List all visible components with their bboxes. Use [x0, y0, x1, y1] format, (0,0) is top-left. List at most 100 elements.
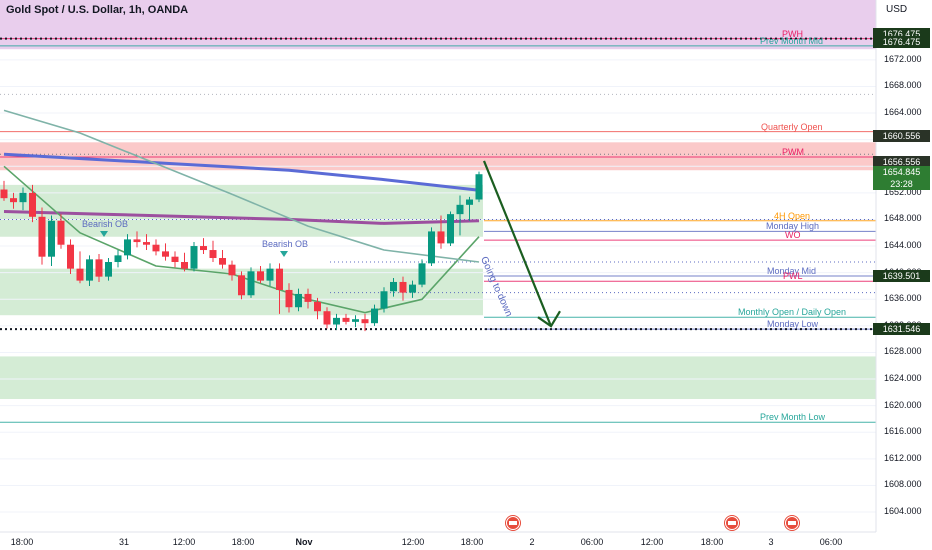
us-flag-icon[interactable] [785, 516, 799, 530]
time-tick-label: 06:00 [819, 537, 843, 547]
candle-body[interactable] [76, 268, 84, 281]
candle-body[interactable] [171, 256, 179, 263]
candle-body[interactable] [447, 214, 454, 244]
moving-average-line [3, 210, 480, 225]
candle-body[interactable] [200, 246, 207, 251]
level-label: Monthly Open / Daily Open [738, 307, 847, 318]
candle-body[interactable] [276, 268, 283, 290]
candle-body[interactable] [57, 220, 65, 245]
price-tick-label: 1672.000 [884, 53, 922, 64]
price-tick-label: 1612.000 [884, 452, 922, 463]
grid-layer [0, 59, 876, 513]
candle-body[interactable] [257, 271, 264, 281]
candle-body[interactable] [247, 271, 255, 296]
price-tick-label: 1604.000 [884, 506, 922, 517]
time-tick-label: 18:00 [700, 537, 724, 547]
price-tag: 1654.845 [873, 166, 930, 179]
time-tick-label: 18:00 [231, 537, 255, 547]
time-tick-label: 31 [118, 537, 130, 547]
price-tick-label: 1636.000 [884, 293, 922, 304]
bearish-ob-marker-icon [280, 251, 288, 257]
candle-body[interactable] [114, 255, 122, 263]
candle-body[interactable] [342, 317, 350, 322]
candle-body[interactable] [409, 284, 416, 293]
candle-body[interactable] [390, 281, 397, 292]
level-label: Quarterly Open [761, 121, 823, 132]
candle-body[interactable] [295, 293, 302, 308]
moving-average-line [3, 152, 480, 192]
candle-body[interactable] [133, 239, 141, 243]
time-tick-label: 06:00 [580, 537, 604, 547]
candle-body[interactable] [333, 317, 340, 325]
level-label: 4H Open [774, 210, 811, 221]
candle-body[interactable] [475, 174, 483, 200]
moving-average-line [3, 109, 480, 263]
bearish-ob-label: Bearish OB [262, 239, 309, 249]
level-label: Monday Mid [767, 265, 817, 276]
level-label: PWH [782, 28, 803, 39]
candle-body[interactable] [399, 281, 407, 293]
candle-body[interactable] [428, 231, 435, 264]
arrow-shaft[interactable] [482, 160, 553, 327]
candle-body[interactable] [0, 189, 8, 199]
candle-body[interactable] [228, 264, 236, 276]
price-tick-label: 1616.000 [884, 426, 922, 437]
candle-body[interactable] [361, 319, 369, 324]
candle-body[interactable] [19, 192, 27, 203]
levels-layer [0, 37, 876, 423]
candle-body[interactable] [105, 262, 112, 277]
candle-body[interactable] [285, 289, 293, 308]
level-label: Prev Month Low [760, 412, 826, 423]
candle-body[interactable] [48, 220, 55, 257]
price-axis-bg[interactable] [876, 0, 932, 532]
candle-body[interactable] [418, 263, 426, 285]
candle-body[interactable] [352, 319, 359, 322]
candle-body[interactable] [266, 268, 274, 281]
candle-body[interactable] [380, 291, 388, 309]
time-tick-label: 12:00 [172, 537, 196, 547]
projection-arrow[interactable] [482, 160, 561, 328]
us-flag-icon[interactable] [725, 516, 739, 530]
candle-body[interactable] [124, 239, 131, 256]
price-tick-label: 1668.000 [884, 80, 922, 91]
level-label: Monday High [766, 221, 820, 232]
price-tag: 1660.556 [873, 129, 930, 142]
zone-demand [0, 356, 876, 399]
candle-body[interactable] [38, 216, 46, 257]
candles-layer[interactable] [0, 171, 483, 332]
candle-body[interactable] [10, 198, 17, 203]
price-tick-label: 1664.000 [884, 107, 922, 118]
candle-body[interactable] [143, 242, 150, 245]
candle-body[interactable] [162, 251, 169, 257]
level-label: Prev Month Mid [760, 35, 824, 46]
candle-body[interactable] [181, 262, 188, 269]
level-label: PWL [783, 271, 803, 282]
arrow-head-icon [537, 310, 561, 328]
candle-body[interactable] [238, 275, 245, 296]
time-tick-label: 3 [768, 537, 774, 547]
candle-body[interactable] [190, 246, 198, 269]
candle-body[interactable] [219, 258, 226, 265]
candle-body[interactable] [67, 244, 74, 269]
candle-body[interactable] [437, 231, 445, 244]
candle-body[interactable] [314, 301, 321, 312]
price-tag: 1656.556 [873, 156, 930, 169]
candle-body[interactable] [323, 311, 331, 325]
candle-body[interactable] [456, 204, 464, 215]
us-flag-icon[interactable] [506, 516, 520, 530]
candle-body[interactable] [152, 244, 160, 252]
price-tag: 23:28 [873, 177, 930, 190]
symbol-title: Gold Spot / U.S. Dollar, 1h, OANDA [6, 4, 189, 16]
candle-body[interactable] [86, 259, 93, 281]
candle-body[interactable] [95, 259, 103, 277]
time-tick-label: 18:00 [460, 537, 484, 547]
candle-body[interactable] [371, 308, 378, 324]
candle-body[interactable] [466, 199, 473, 205]
price-tick-label: 1652.000 [884, 186, 922, 197]
price-tick-label: 1648.000 [884, 213, 922, 224]
candle-body[interactable] [29, 192, 36, 217]
price-tag: 1676.475 [873, 35, 930, 48]
candle-body[interactable] [209, 250, 217, 259]
candle-body[interactable] [304, 293, 312, 302]
